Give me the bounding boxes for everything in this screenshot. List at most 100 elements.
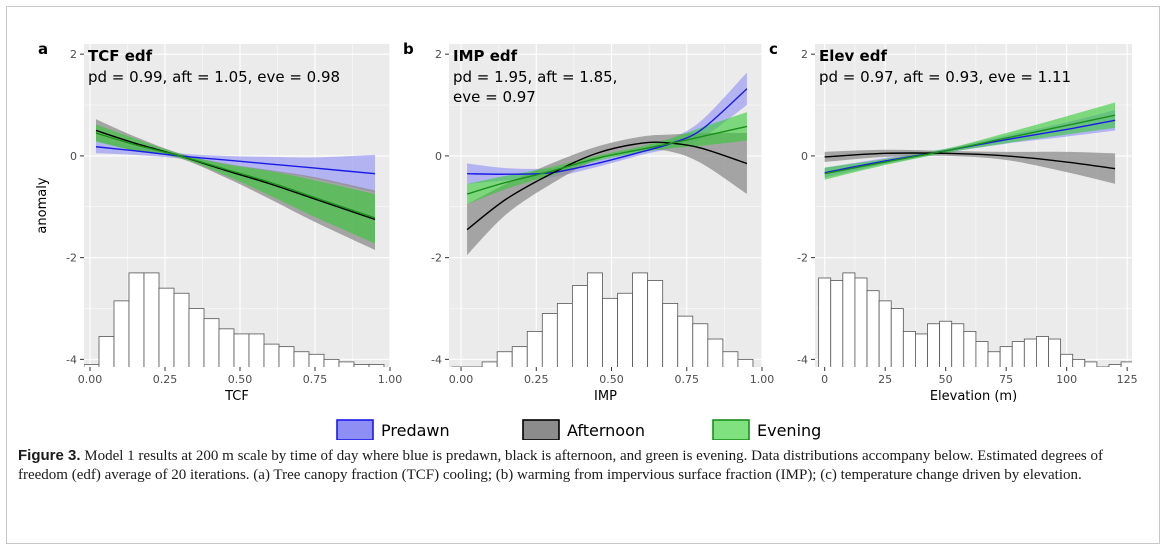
histogram-bar: [692, 323, 709, 367]
histogram-bar: [963, 330, 977, 367]
histogram-bar: [368, 364, 385, 367]
histogram-bar: [647, 280, 664, 367]
legend: Predawn Afternoon Evening: [336, 419, 821, 440]
y-tick-label: -4: [797, 353, 808, 366]
caption-text: Model 1 results at 200 m scale by time o…: [18, 448, 1103, 483]
x-axis-label: TCF: [224, 389, 249, 404]
y-tick-label: -2: [66, 252, 77, 265]
y-tick-label: -4: [66, 353, 77, 366]
histogram-bar: [1072, 358, 1086, 367]
histogram-bar: [1084, 361, 1098, 367]
panel-title: IMP edf: [453, 47, 518, 65]
histogram-bar: [866, 290, 880, 367]
x-tick-label: 0.00: [78, 373, 103, 386]
histogram-bar: [632, 272, 649, 367]
histogram-bar: [890, 308, 904, 367]
caption-label: Figure 3.: [18, 447, 81, 464]
histogram-bar: [617, 292, 633, 367]
legend-swatch: [712, 419, 750, 440]
panel-plot-area: [818, 102, 1132, 367]
legend-label: Evening: [757, 421, 821, 440]
series-line-evening: [95, 132, 376, 219]
histogram-bar: [677, 315, 694, 367]
panel-title: Elev edf: [819, 47, 887, 65]
x-axis-label: Elevation (m): [930, 389, 1017, 404]
confidence-band-evening: [467, 112, 747, 205]
series-line-evening: [824, 114, 1116, 175]
y-tick-label: -2: [797, 252, 808, 265]
histogram-bar: [842, 272, 856, 367]
y-tick-label: 2: [435, 48, 442, 61]
histogram-bar: [662, 303, 679, 367]
series-line-afternoon: [824, 152, 1116, 170]
histogram-bar: [939, 320, 953, 367]
histogram-bar: [571, 285, 588, 367]
histogram-bar: [707, 338, 724, 367]
x-tick-label: 1.00: [750, 373, 775, 386]
panel-edf-text: pd = 0.99, aft = 1.05, eve = 0.98: [88, 68, 340, 86]
histogram-bar: [84, 364, 100, 367]
x-tick-label: 0.75: [303, 373, 328, 386]
x-tick-label: 0.50: [599, 373, 624, 386]
histogram-bar: [556, 303, 573, 367]
histogram-bar: [722, 351, 739, 367]
series-line-predawn: [95, 146, 376, 175]
panel-a: -4 -2 0 2 0.00 0.25 0.50 0.75 1.00 a TCF edf pd = 0…: [35, 40, 402, 404]
x-tick-label: 0: [821, 373, 828, 386]
histogram-bar: [308, 353, 325, 367]
histogram-bar: [1108, 364, 1122, 367]
histogram-bar: [526, 330, 543, 367]
histogram-bar: [466, 366, 483, 367]
panel-letter: c: [769, 40, 778, 58]
figure-caption: Figure 3. Model 1 results at 200 m scale…: [18, 446, 1146, 485]
x-tick-label: 100: [1056, 373, 1077, 386]
panel-c: -4 -2 0 2 0 25 50 75 100 125 c Elev edf pd = 0.97, a…: [769, 40, 1138, 404]
y-tick-label: 2: [70, 48, 77, 61]
y-tick-label: 0: [435, 150, 442, 163]
histogram-bar: [1096, 366, 1110, 367]
legend-label: Predawn: [381, 421, 450, 440]
x-tick-label: 0.50: [228, 373, 253, 386]
histogram-bar: [113, 300, 130, 367]
panel-edf-text: eve = 0.97: [453, 88, 536, 106]
histogram-bar: [128, 272, 145, 367]
y-tick-label: -2: [431, 252, 442, 265]
histogram-bar: [143, 272, 160, 367]
histogram-bar: [511, 346, 528, 367]
histogram-bar: [602, 297, 618, 367]
histogram-bar: [218, 328, 235, 367]
histogram-bar: [293, 351, 310, 367]
y-axis-label: anomaly: [35, 177, 50, 233]
histogram-bar: [233, 333, 250, 367]
legend-item: Afternoon: [522, 419, 645, 440]
histogram-bar: [1060, 353, 1074, 367]
x-tick-label: 75: [999, 373, 1013, 386]
histogram-bar: [1120, 361, 1132, 367]
histogram-bar: [951, 323, 965, 367]
histogram-bar: [1023, 338, 1037, 367]
histogram-bar: [975, 341, 989, 367]
histogram-bar: [915, 333, 928, 367]
histogram-bar: [1011, 341, 1025, 367]
x-tick-label: 25: [878, 373, 892, 386]
histogram-bar: [902, 330, 916, 367]
panel-letter: a: [38, 40, 48, 58]
panel-title: TCF edf: [88, 47, 153, 65]
histogram-bar: [278, 346, 295, 367]
x-tick-label: 1.00: [378, 373, 403, 386]
figure-chart: -4 -2 0 2 0.00 0.25 0.50 0.75 1.00 a TCF edf pd = 0…: [35, 40, 1138, 440]
panel-edf-text: pd = 1.95, aft = 1.85,: [453, 68, 617, 86]
histogram-bar: [830, 280, 844, 367]
histogram-bar: [1036, 336, 1049, 367]
x-axis-label: IMP: [594, 389, 617, 404]
legend-swatch: [522, 419, 560, 440]
panel-plot-area: [84, 119, 385, 367]
histogram-bar: [203, 318, 220, 367]
figure-frame: [6, 6, 1160, 544]
histogram-bar: [248, 333, 265, 367]
histogram-bar: [1048, 338, 1062, 367]
histogram-bar: [854, 277, 868, 367]
histogram-bar: [878, 300, 892, 367]
confidence-band-afternoon: [467, 132, 747, 256]
histogram-bar: [353, 364, 370, 367]
